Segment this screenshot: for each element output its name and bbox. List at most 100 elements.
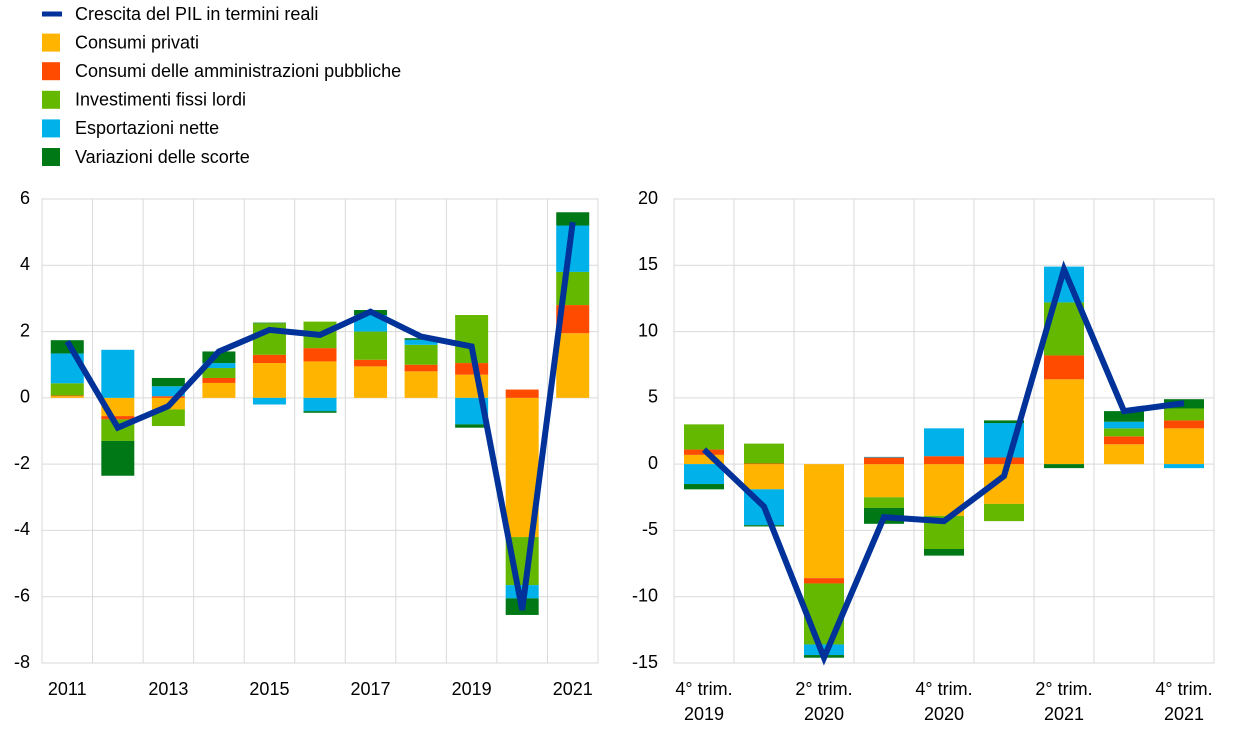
x-tick-label: 2019 bbox=[452, 679, 492, 699]
bar-segment bbox=[924, 456, 964, 465]
bar-segment bbox=[744, 463, 784, 465]
bar-segment bbox=[1104, 411, 1144, 422]
line bbox=[701, 260, 1185, 666]
bar-segment bbox=[101, 349, 135, 398]
bar-segment bbox=[744, 525, 784, 527]
y-tick-label: -5 bbox=[642, 519, 658, 539]
bar-segment bbox=[354, 315, 388, 332]
x-tick-label: 2020 bbox=[804, 704, 844, 724]
bar-segment bbox=[684, 424, 724, 450]
bar-segment bbox=[684, 464, 724, 485]
bar-segment bbox=[252, 397, 286, 405]
bar-segment bbox=[404, 371, 438, 398]
y-tick-label: -15 bbox=[632, 652, 658, 672]
bar-segment bbox=[924, 428, 964, 457]
bar-segment bbox=[924, 464, 964, 516]
bar-segment bbox=[151, 409, 185, 427]
y-tick-label: 0 bbox=[20, 387, 30, 407]
x-tick-label: 2° trim. bbox=[795, 679, 852, 699]
bar-segment bbox=[202, 363, 236, 369]
legend-label: Consumi delle amministrazioni pubbliche bbox=[75, 61, 401, 81]
bar-segment bbox=[864, 464, 904, 498]
bar-segment bbox=[1164, 464, 1204, 469]
y-tick-label: -8 bbox=[14, 652, 30, 672]
bar-segment bbox=[252, 363, 286, 398]
bar-segment bbox=[252, 354, 286, 364]
legend-swatch bbox=[42, 90, 60, 109]
bar-segment bbox=[864, 497, 904, 508]
bar-segment bbox=[984, 503, 1024, 522]
y-tick-label: -10 bbox=[632, 585, 658, 605]
x-tick-label: 2013 bbox=[148, 679, 188, 699]
line bbox=[64, 221, 576, 611]
bar-segment bbox=[1104, 428, 1144, 437]
bar-segment bbox=[354, 359, 388, 367]
y-tick-label: -6 bbox=[14, 585, 30, 605]
bar-segment bbox=[354, 331, 388, 360]
y-tick-label: 0 bbox=[648, 453, 658, 473]
y-tick-label: 2 bbox=[20, 320, 30, 340]
y-tick-label: 15 bbox=[638, 254, 658, 274]
legend-swatch bbox=[42, 119, 60, 138]
bar-segment bbox=[924, 548, 964, 556]
bar-segment bbox=[984, 457, 1024, 465]
bar-segment bbox=[684, 454, 724, 465]
bar-segment bbox=[556, 212, 590, 226]
bar-segment bbox=[556, 333, 590, 398]
bar-segment bbox=[50, 395, 84, 397]
bar-segment bbox=[151, 386, 185, 397]
x-tick-label: 2021 bbox=[1164, 704, 1204, 724]
y-tick-label: -2 bbox=[14, 453, 30, 473]
bar-segment bbox=[744, 464, 784, 490]
bar-segment bbox=[50, 396, 84, 398]
y-tick-label: 4 bbox=[20, 254, 30, 274]
bar-segment bbox=[151, 396, 185, 398]
legend-label: Crescita del PIL in termini reali bbox=[75, 4, 318, 24]
bar-segment bbox=[684, 484, 724, 490]
y-tick-label: 5 bbox=[648, 387, 658, 407]
bar-segment bbox=[151, 377, 185, 387]
bar-segment bbox=[303, 361, 337, 398]
bar-segment bbox=[984, 420, 1024, 424]
x-tick-label: 2° trim. bbox=[1035, 679, 1092, 699]
bar-segment bbox=[202, 368, 236, 378]
legend-label: Esportazioni nette bbox=[75, 118, 219, 138]
bar-segment bbox=[252, 322, 286, 324]
x-tick-label: 2011 bbox=[48, 679, 87, 699]
bar-segment bbox=[303, 397, 337, 412]
bar-segment bbox=[202, 351, 236, 364]
bar-segment bbox=[1044, 464, 1084, 469]
legend-label: Variazioni delle scorte bbox=[75, 147, 250, 167]
x-tick-label: 2017 bbox=[351, 679, 391, 699]
bar-segment bbox=[455, 363, 489, 375]
x-tick-label: 4° trim. bbox=[915, 679, 972, 699]
bar-segment bbox=[202, 382, 236, 398]
legend-swatch bbox=[42, 148, 60, 166]
y-tick-label: 6 bbox=[20, 188, 30, 208]
x-tick-label: 4° trim. bbox=[675, 679, 732, 699]
x-tick-label: 2021 bbox=[1044, 704, 1084, 724]
bar-segment bbox=[1104, 444, 1144, 465]
legend-swatch bbox=[42, 62, 60, 81]
bar-segment bbox=[804, 464, 844, 579]
bar-segment bbox=[303, 348, 337, 362]
bar-segment bbox=[1164, 420, 1204, 429]
bar-segment bbox=[1044, 379, 1084, 465]
bar-segment bbox=[303, 411, 337, 413]
bar-segment bbox=[101, 440, 135, 476]
bar-segment bbox=[1104, 436, 1144, 445]
x-tick-label: 2020 bbox=[924, 704, 964, 724]
bar-segment bbox=[505, 389, 539, 398]
bar-segment bbox=[455, 424, 489, 428]
x-tick-label: 2015 bbox=[249, 679, 289, 699]
x-tick-label: 4° trim. bbox=[1155, 679, 1212, 699]
x-tick-label: 2021 bbox=[553, 679, 593, 699]
bar-segment bbox=[864, 456, 904, 458]
bar-segment bbox=[404, 339, 438, 345]
bar-segment bbox=[101, 416, 135, 420]
legend-label: Investimenti fissi lordi bbox=[75, 90, 246, 110]
x-tick-label: 2019 bbox=[684, 704, 724, 724]
y-tick-label: -4 bbox=[14, 519, 30, 539]
y-tick-label: 20 bbox=[638, 188, 658, 208]
